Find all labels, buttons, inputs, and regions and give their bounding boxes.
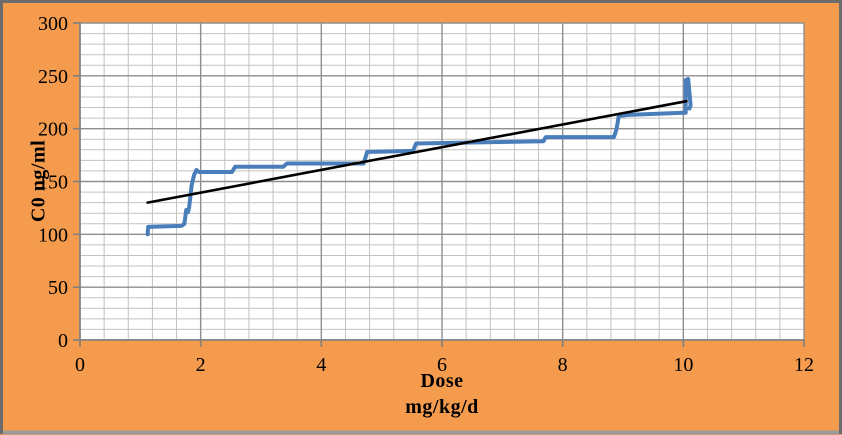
y-tick-label: 250 (38, 66, 68, 88)
x-tick-label: 6 (437, 354, 447, 376)
y-tick-label: 200 (38, 119, 68, 141)
x-tick-label: 2 (196, 354, 206, 376)
x-tick-label: 0 (75, 354, 85, 376)
y-tick-label: 100 (38, 224, 68, 246)
data-series-line (145, 77, 693, 237)
y-tick-label: 300 (38, 13, 68, 35)
x-tick-label: 10 (673, 354, 693, 376)
y-tick-label: 50 (48, 277, 68, 299)
y-tick-label: 0 (58, 330, 68, 352)
trendline (146, 99, 688, 204)
y-tick-label: 150 (38, 172, 68, 194)
x-tick-label: 4 (316, 354, 326, 376)
x-tick-label: 8 (558, 354, 568, 376)
x-tick-label: 12 (794, 354, 814, 376)
